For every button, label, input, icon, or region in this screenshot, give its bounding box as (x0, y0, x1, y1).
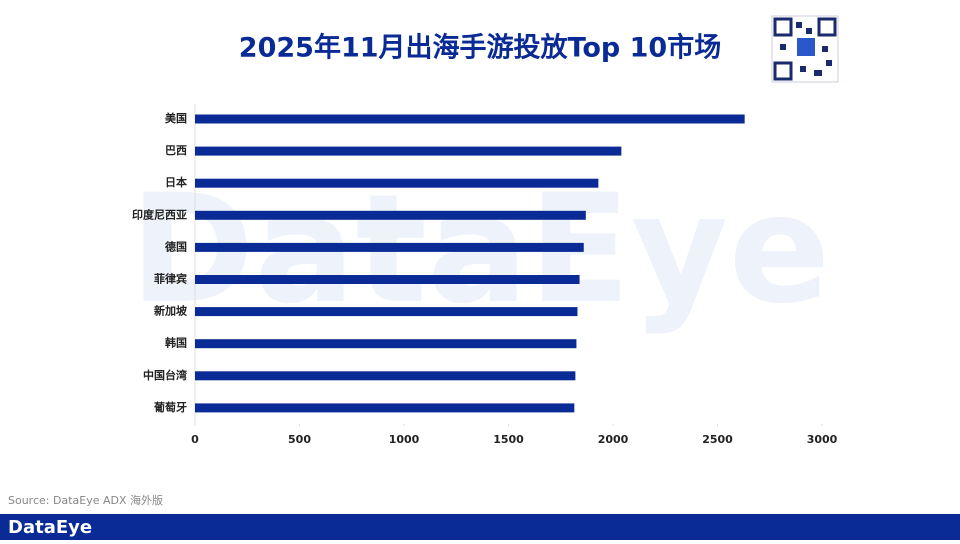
x-tick-label: 1000 (389, 433, 420, 446)
bar (195, 178, 599, 188)
bar (195, 339, 577, 349)
y-tick-label: 德国 (164, 239, 187, 253)
bar (195, 242, 584, 252)
y-tick-label: 菲律宾 (154, 272, 187, 286)
y-tick-label: 韩国 (165, 336, 187, 350)
x-tick-label: 0 (191, 433, 199, 446)
y-tick-label: 巴西 (165, 144, 187, 157)
x-tick-label: 3000 (807, 433, 838, 446)
bar (195, 210, 586, 220)
y-tick-label: 印度尼西亚 (132, 207, 187, 221)
bar (195, 275, 580, 284)
bar (195, 403, 575, 413)
bar (195, 371, 576, 381)
y-tick-label: 葡萄牙 (153, 400, 187, 414)
footer-band (0, 514, 960, 540)
bar (195, 307, 578, 317)
y-tick-label: 新加坡 (154, 304, 188, 318)
bar (195, 114, 745, 124)
x-tick-label: 2500 (702, 433, 733, 446)
x-tick-label: 500 (288, 433, 311, 446)
footer-logo: DataEye (8, 517, 92, 538)
y-tick-label: 中国台湾 (143, 368, 187, 382)
y-tick-label: 日本 (165, 175, 187, 189)
x-tick-label: 1500 (493, 433, 524, 446)
bar (195, 146, 622, 156)
y-tick-label: 美国 (165, 111, 187, 125)
qr-code (771, 15, 839, 83)
source: Source: DataEye ADX 海外版 (8, 493, 163, 507)
x-tick-label: 2000 (598, 433, 629, 446)
chart-title: 2025年11月出海手游投放Top 10市场 (239, 32, 721, 64)
